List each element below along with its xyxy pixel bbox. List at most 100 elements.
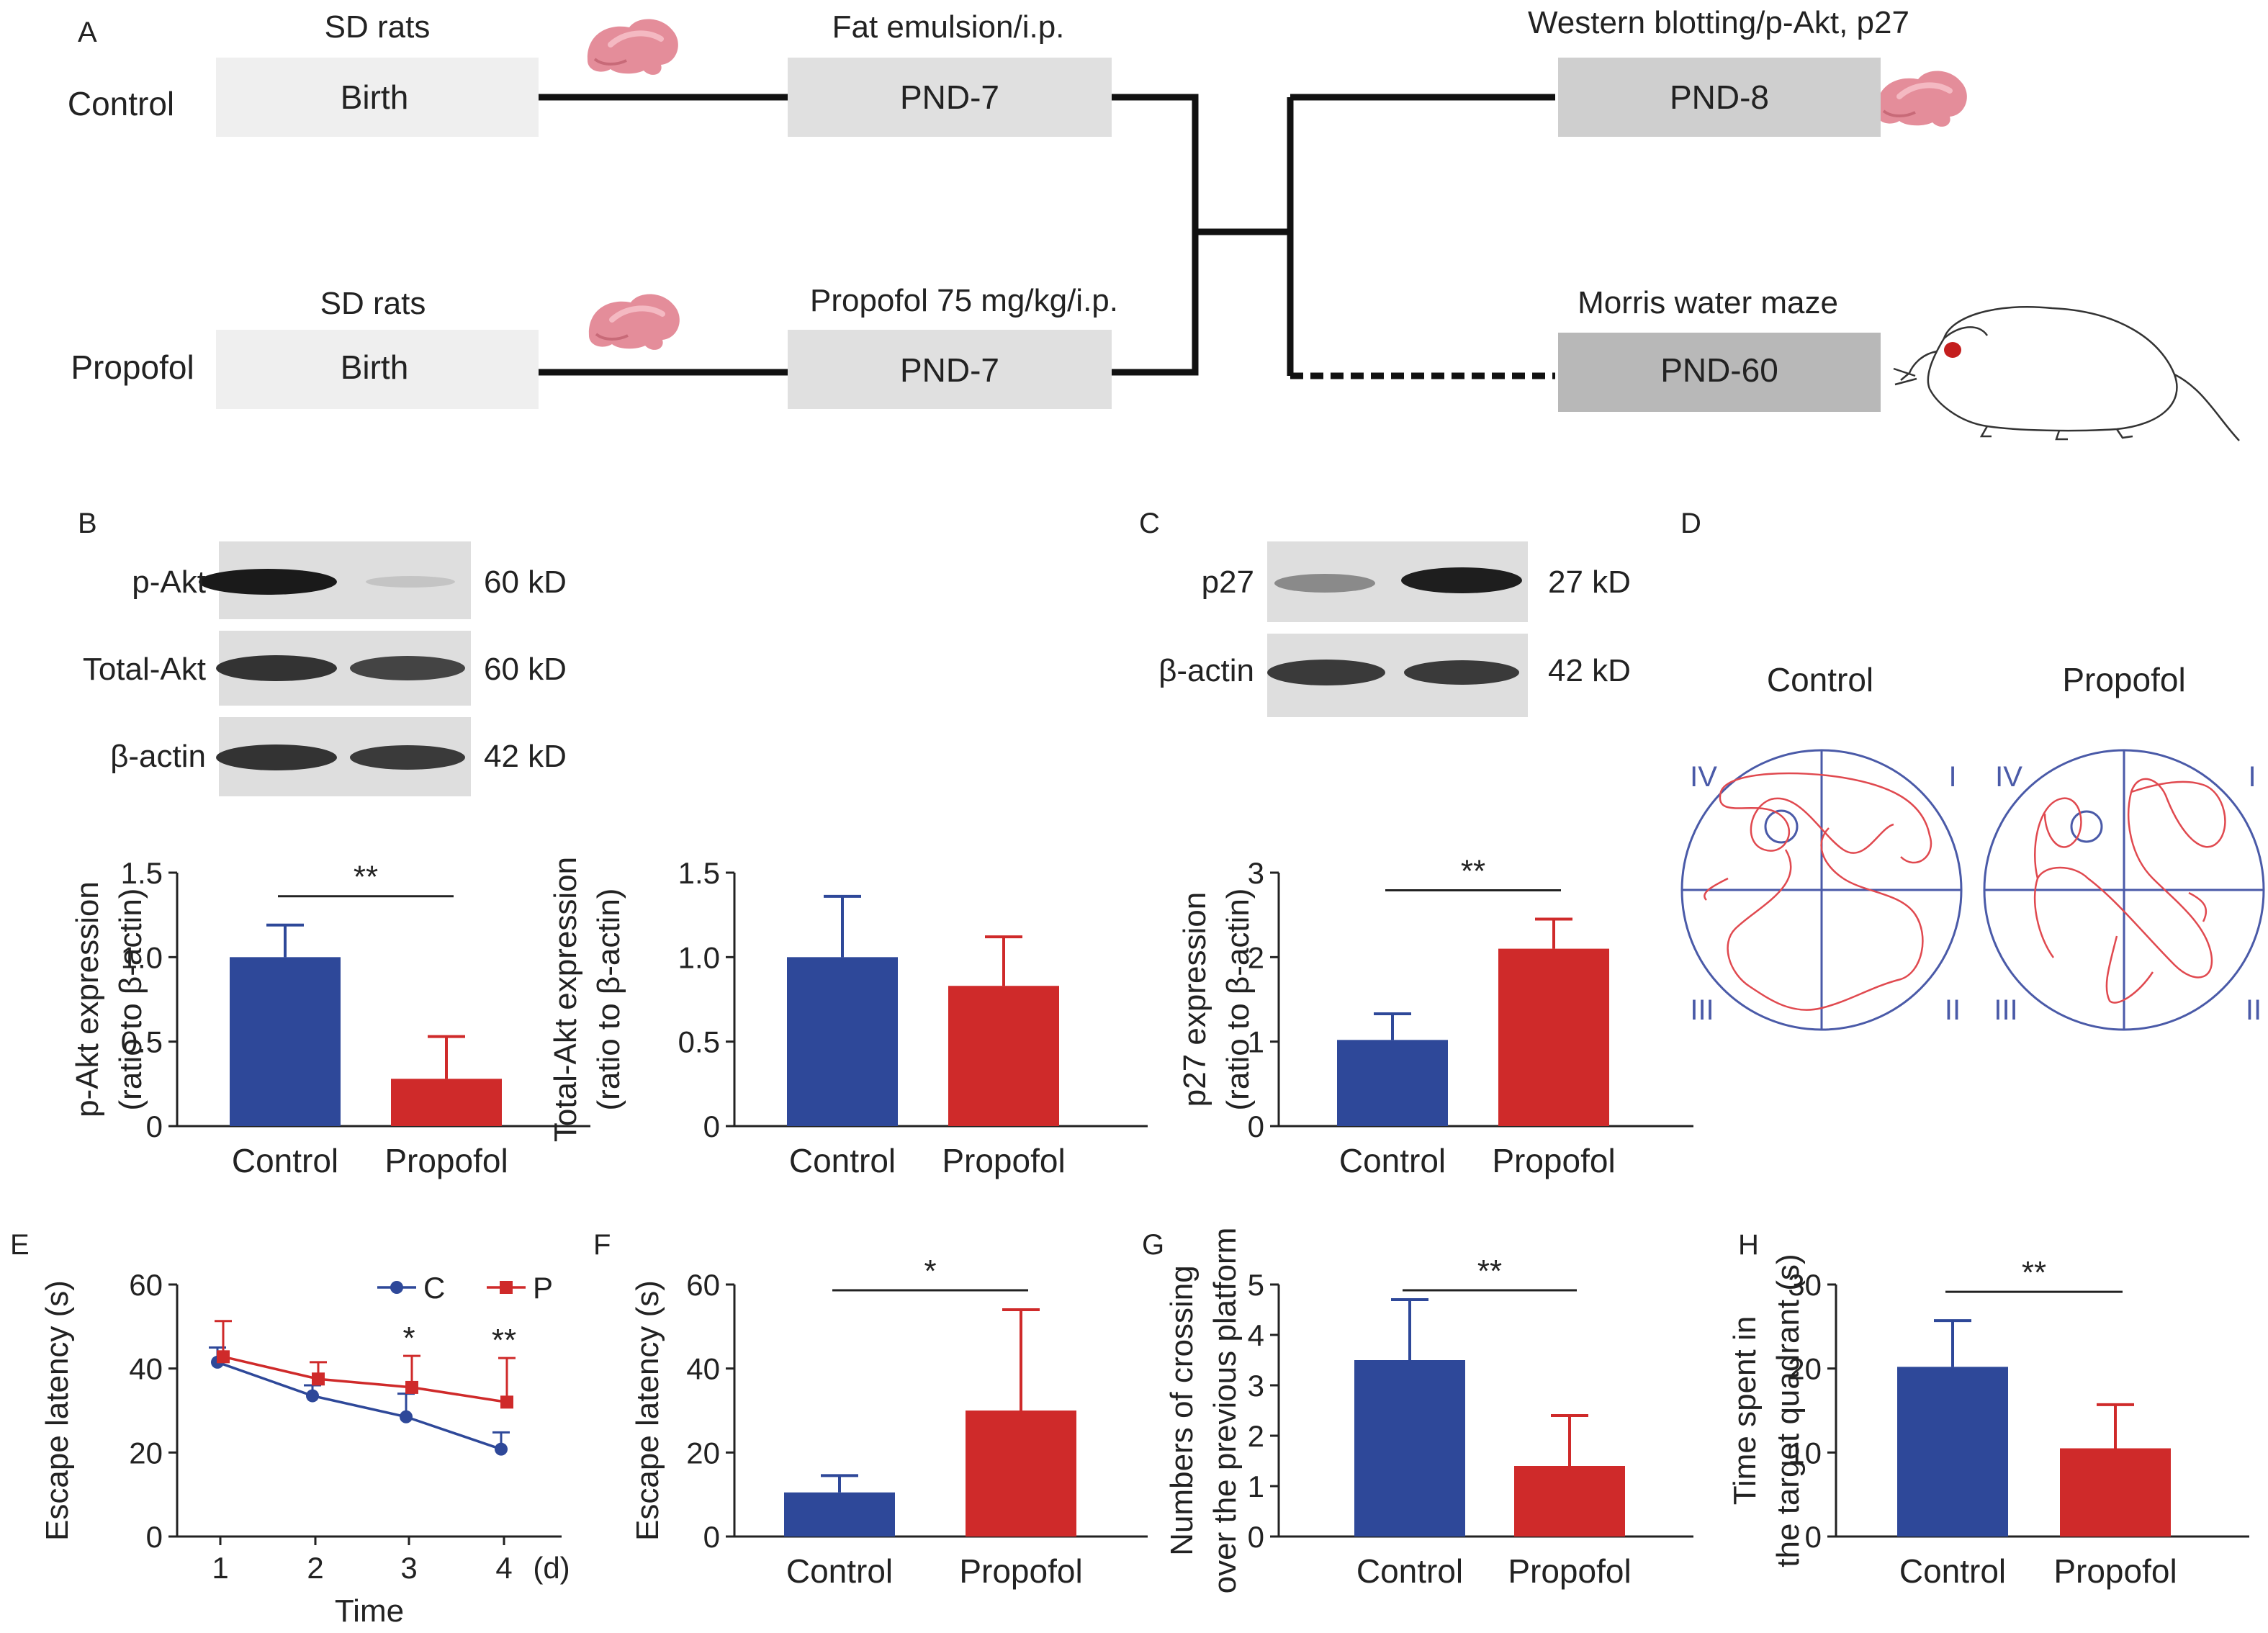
quadrant-label: II xyxy=(2246,994,2262,1026)
data-point xyxy=(306,1389,319,1403)
legend-label: C xyxy=(423,1271,445,1305)
swim-path xyxy=(1704,772,1932,1011)
pnd7-box-propofol xyxy=(788,330,1112,409)
significance-marker: ** xyxy=(1477,1254,1502,1289)
chart-p-akt-expression: 0 0.5 1.0 1.5 p-Akt expression (ratio to β-ac… xyxy=(70,856,590,1179)
bar-propofol xyxy=(966,1411,1076,1537)
panel-letter: E xyxy=(10,1229,30,1261)
pnd7-box-propofol-label: PND-7 xyxy=(900,351,999,389)
treatment-label-propofol: Propofol 75 mg/kg/i.p. xyxy=(810,283,1118,318)
y-axis-label: Escape latency (s) xyxy=(40,1280,75,1541)
quadrant-label: IV xyxy=(1995,761,2022,793)
panel-a: A Control Propofol SD rats SD rats Birth… xyxy=(68,5,2240,441)
y-tick-label: 40 xyxy=(129,1352,163,1386)
x-tick-label: Propofol xyxy=(1492,1142,1615,1179)
significance-marker: * xyxy=(402,1321,415,1356)
maze-control xyxy=(1680,749,1963,1031)
y-axis-label: p-Akt expression xyxy=(70,881,105,1117)
panel-d: D Control Propofol IV I III II IV I III … xyxy=(1680,508,2265,1031)
y-tick-label: 5 xyxy=(1248,1268,1264,1302)
y-axis-label: (ratio to β-actin) xyxy=(591,889,626,1111)
quadrant-label: III xyxy=(1690,994,1714,1026)
blot-kd: 42 kD xyxy=(1548,653,1631,688)
y-tick-label: 0 xyxy=(146,1520,163,1554)
blot-label: p-Akt xyxy=(132,564,206,600)
blot-strip-p27 xyxy=(1267,541,1528,622)
chart-escape-latency-bar: 0 20 40 60 Escape latency (s) F Control Propofo… xyxy=(593,1229,1148,1590)
y-tick-label: 2 xyxy=(1248,940,1264,974)
y-tick-label: 0 xyxy=(146,1110,163,1143)
blot-label: β-actin xyxy=(110,739,206,774)
y-tick-label: 1.5 xyxy=(121,856,163,890)
bar-control xyxy=(1897,1367,2008,1537)
x-tick-label: 1 xyxy=(212,1551,228,1585)
legend-marker xyxy=(390,1281,403,1294)
y-tick-label: 3 xyxy=(1248,856,1264,890)
blot-kd: 60 kD xyxy=(484,564,567,600)
blot-kd: 60 kD xyxy=(484,652,567,687)
y-axis-label: (ratio to β-actin) xyxy=(113,889,148,1111)
blot-label: Total-Akt xyxy=(83,652,206,687)
y-tick-label: 0.5 xyxy=(678,1025,720,1059)
pnd7-box-control xyxy=(788,58,1112,137)
birth-box-control-label: Birth xyxy=(341,78,409,116)
x-tick-label: Control xyxy=(786,1552,893,1590)
blot-label: β-actin xyxy=(1158,653,1254,688)
pnd7-box-control-label: PND-7 xyxy=(900,78,999,116)
quadrant-label: III xyxy=(1994,994,2017,1026)
x-tick-label: Propofol xyxy=(959,1552,1082,1590)
significance-marker: * xyxy=(924,1254,936,1289)
chart-escape-latency-time: 0 20 40 60 Escape latency (s) E 1 2 3 4 (d) Time C P *… xyxy=(10,1229,570,1629)
blot-strip-total-akt xyxy=(216,631,471,706)
data-point xyxy=(400,1410,413,1423)
x-tick-label: 3 xyxy=(400,1551,417,1585)
series-line-P xyxy=(222,1355,508,1404)
y-tick-label: 40 xyxy=(686,1352,720,1386)
y-tick-label: 10 xyxy=(1788,1436,1822,1470)
y-axis-label: (ratio to β-actin) xyxy=(1220,889,1256,1111)
outcome-label-western: Western blotting/p-Akt, p27 xyxy=(1528,5,1909,40)
adult-rat-drawing xyxy=(1893,305,2240,441)
y-tick-label: 20 xyxy=(686,1436,720,1470)
rat-pup-image xyxy=(587,19,678,75)
y-tick-label: 60 xyxy=(129,1268,163,1302)
bar-control xyxy=(230,957,341,1126)
panel-letter: G xyxy=(1142,1229,1164,1261)
significance-marker: ** xyxy=(354,860,378,895)
significance-marker: ** xyxy=(1461,854,1485,889)
y-tick-label: 0 xyxy=(1248,1110,1264,1143)
bar-propofol xyxy=(948,986,1059,1126)
source-label-control: SD rats xyxy=(325,9,431,45)
bar-control xyxy=(784,1492,895,1537)
y-tick-label: 3 xyxy=(1248,1369,1264,1403)
x-tick-label: Propofol xyxy=(2053,1552,2177,1590)
blot-kd: 27 kD xyxy=(1548,564,1631,600)
x-tick-label: Propofol xyxy=(1508,1552,1631,1590)
series-line-C xyxy=(217,1361,502,1451)
pnd8-box-label: PND-8 xyxy=(1670,78,1769,116)
chart-p27-expression: 0 1 2 3 p27 expression (ratio to β-actin) Cont… xyxy=(1177,854,1693,1179)
chart-platform-crossings: 0 1 2 3 4 5 Numbers of crossing over the previo… xyxy=(1142,1228,1693,1593)
chart-total-akt-expression: 0 0.5 1.0 1.5 Total-Akt expression (ratio to … xyxy=(548,856,1148,1179)
bar-propofol xyxy=(2060,1448,2171,1537)
significance-marker: ** xyxy=(2022,1255,2046,1290)
group-label-propofol: Propofol xyxy=(71,348,194,386)
blot-strip-p-akt xyxy=(199,541,471,619)
panel-letter: F xyxy=(593,1229,611,1261)
bar-control xyxy=(787,957,898,1126)
x-tick-label: Propofol xyxy=(942,1142,1065,1179)
bar-propofol xyxy=(1514,1466,1625,1537)
y-axis-label: Escape latency (s) xyxy=(630,1280,665,1541)
bar-propofol xyxy=(391,1079,502,1126)
rat-eye-icon xyxy=(1944,342,1961,358)
data-point xyxy=(217,1350,230,1364)
y-tick-label: 1.5 xyxy=(678,856,720,890)
maze-group-label: Propofol xyxy=(2062,661,2185,698)
y-axis-label: Total-Akt expression xyxy=(548,857,583,1142)
panel-d-letter: D xyxy=(1680,508,1701,539)
swim-path xyxy=(2033,778,2226,1004)
pnd60-box-label: PND-60 xyxy=(1660,351,1778,389)
legend-label: P xyxy=(533,1271,553,1305)
y-tick-label: 0 xyxy=(1805,1520,1822,1554)
